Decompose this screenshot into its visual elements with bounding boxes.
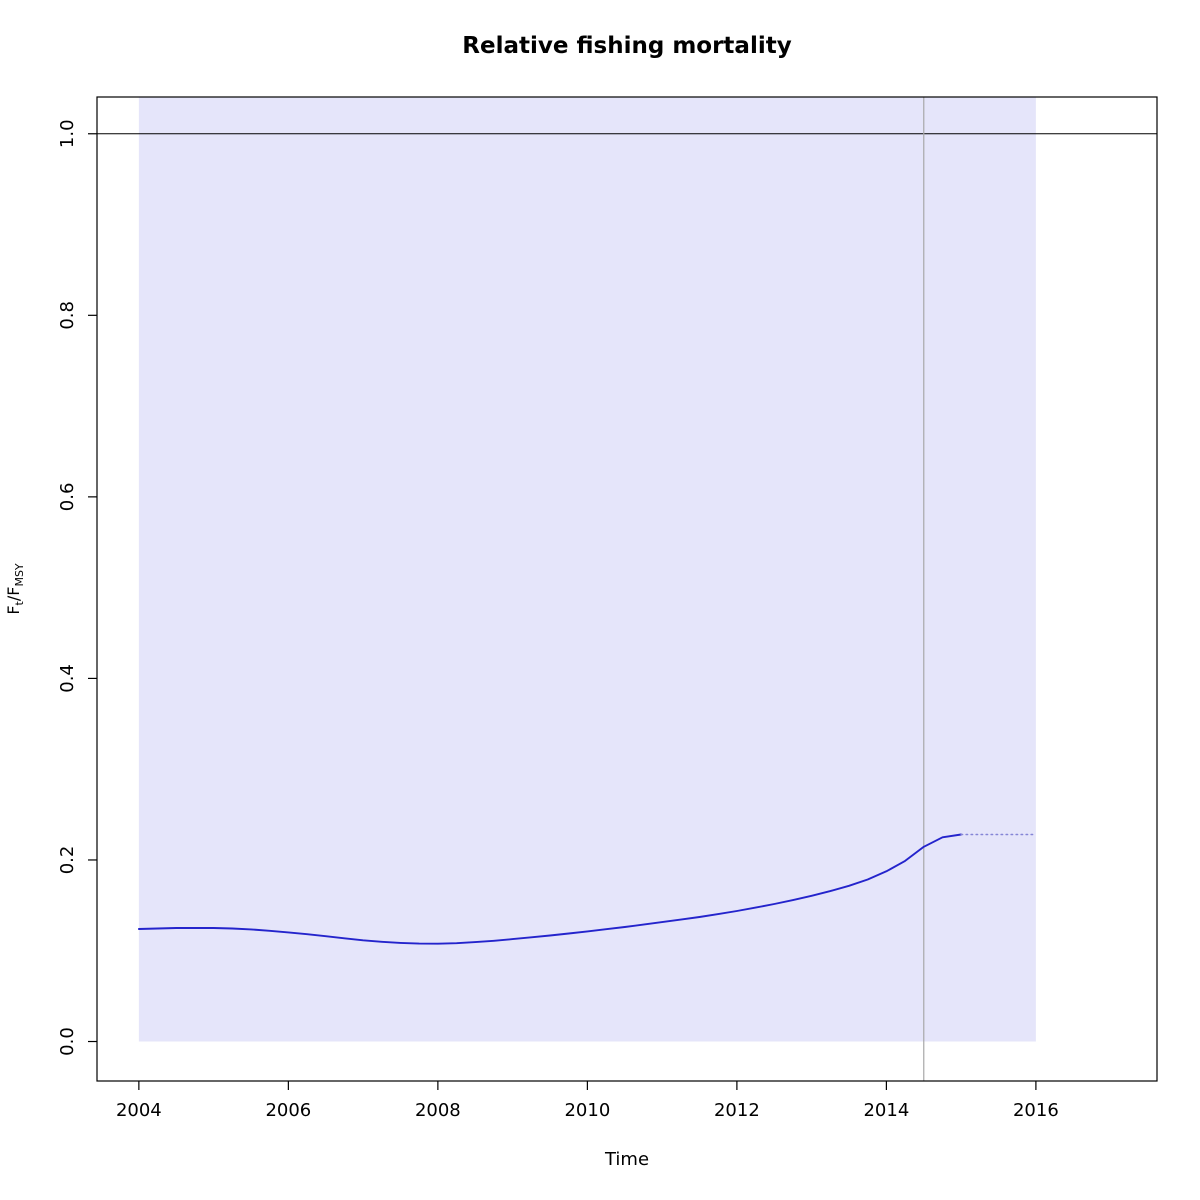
y-tick-label: 0.6 <box>57 483 78 512</box>
chart-title: Relative fishing mortality <box>462 33 792 59</box>
x-axis-label: Time <box>604 1149 650 1170</box>
y-tick-label: 0.2 <box>57 846 78 875</box>
x-tick-label: 2004 <box>116 1100 162 1121</box>
x-tick-label: 2012 <box>714 1100 760 1121</box>
y-label-sub2: MSY <box>13 563 27 587</box>
y-label-base1: F <box>4 605 23 615</box>
y-tick-label: 0.8 <box>57 301 78 330</box>
y-tick-label: 1.0 <box>57 119 78 148</box>
x-tick-label: 2006 <box>265 1100 311 1121</box>
y-tick-label: 0.0 <box>57 1027 78 1056</box>
y-label-separator: / <box>4 595 23 602</box>
plot-border <box>96 96 1158 1082</box>
x-tick-label: 2014 <box>863 1100 909 1121</box>
series-estimate <box>137 833 963 945</box>
y-axis-label: Ft/FMSY <box>2 519 26 659</box>
x-tick-label: 2008 <box>415 1100 461 1121</box>
y-label-sub1: t <box>13 601 27 606</box>
y-label-base2: F <box>4 586 23 596</box>
confidence-region <box>138 97 1036 1042</box>
x-tick-label: 2010 <box>564 1100 610 1121</box>
y-tick-label: 0.4 <box>57 664 78 693</box>
x-tick-label: 2016 <box>1013 1100 1059 1121</box>
